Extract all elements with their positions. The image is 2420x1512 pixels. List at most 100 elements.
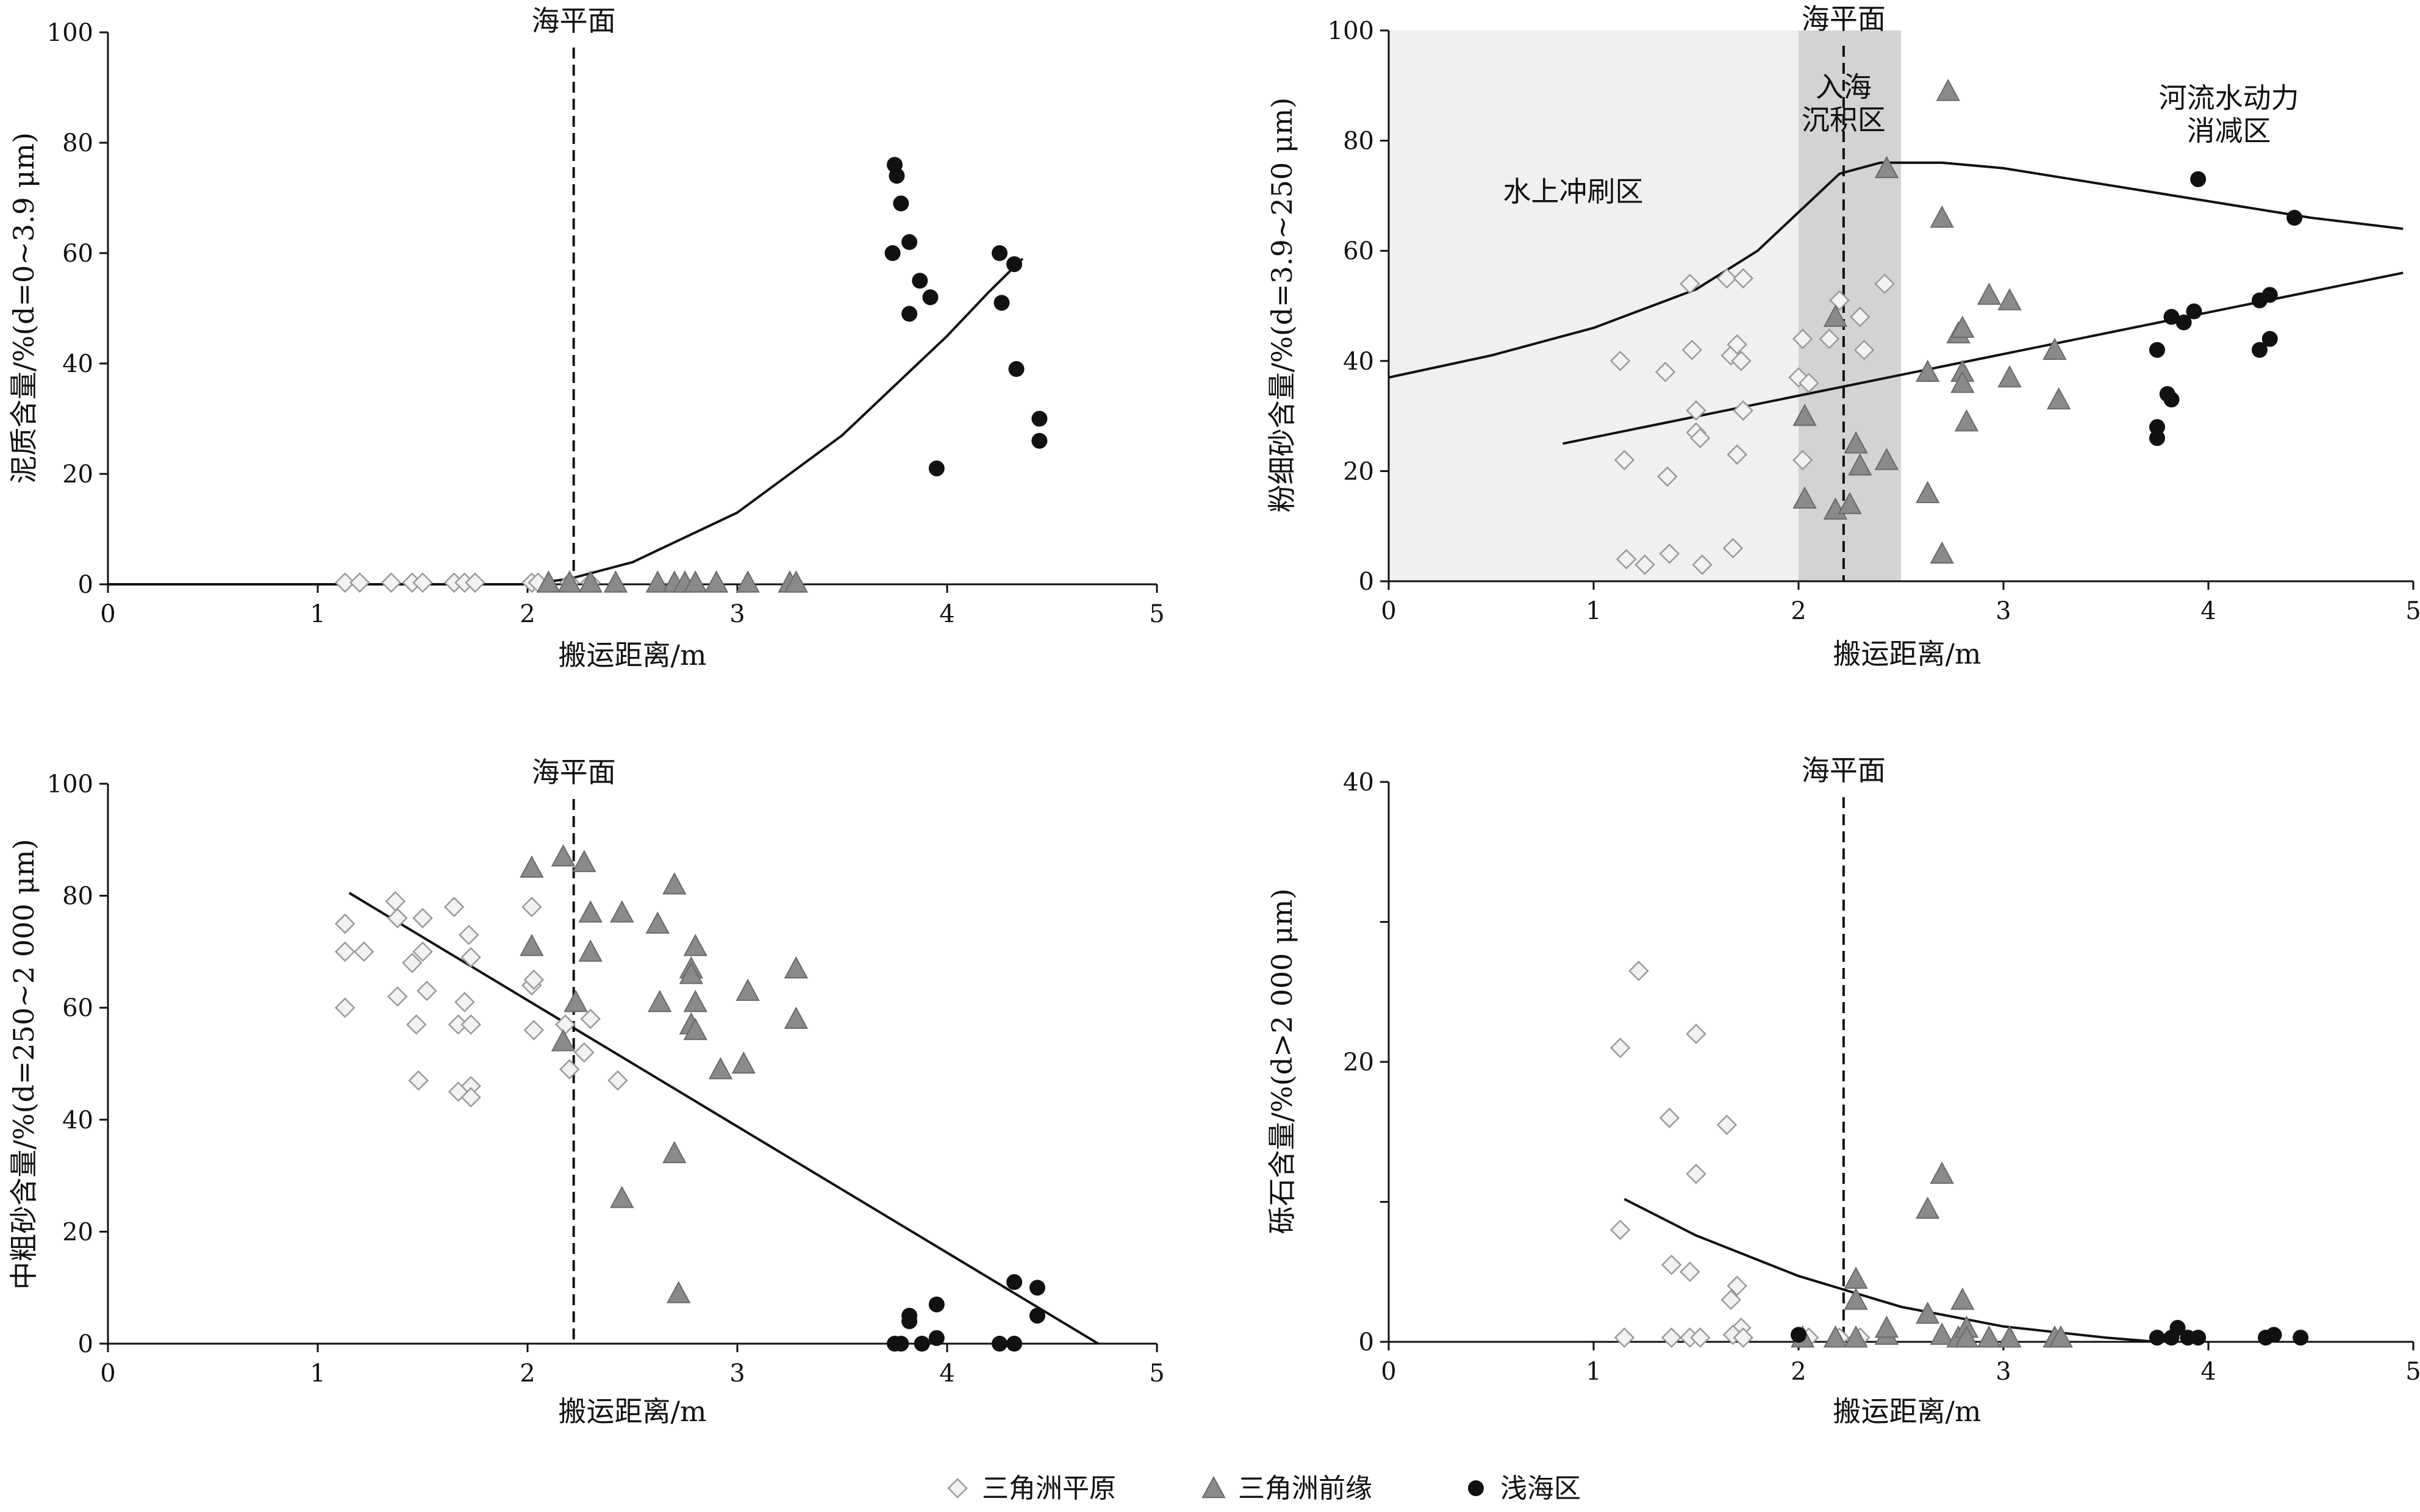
triangle-point bbox=[1950, 315, 1975, 338]
diamond-point bbox=[460, 1087, 481, 1108]
y-axis-title: 泥质含量/%(d=0~3.9 μm) bbox=[7, 132, 40, 484]
triangle-point bbox=[1844, 1288, 1868, 1310]
triangle-point bbox=[1916, 1301, 1940, 1324]
y-tick-label: 60 bbox=[62, 994, 93, 1022]
circle-point bbox=[993, 295, 1010, 311]
y-tick-label: 100 bbox=[1328, 17, 1374, 45]
triangle-point bbox=[1844, 431, 1868, 454]
triangle-point bbox=[603, 570, 628, 593]
x-axis-title: 搬运距离/m bbox=[1833, 637, 1981, 670]
x-tick-label: 3 bbox=[729, 600, 745, 628]
diamond-point bbox=[1681, 339, 1703, 360]
y-tick-label: 60 bbox=[62, 240, 93, 268]
triangle-point bbox=[1997, 1325, 2022, 1348]
sea-level-label: 海平面 bbox=[532, 756, 616, 789]
triangle-point bbox=[1954, 409, 1979, 432]
x-tick-label: 5 bbox=[2405, 597, 2420, 625]
x-tick-label: 5 bbox=[1149, 1360, 1164, 1388]
circle-point bbox=[901, 306, 918, 322]
chart-panel-1: 0 1 2 3 4 5 0 20 40 60 80 100 搬运距离/m 泥质含量/%(d=0~3.9 μ… bbox=[7, 4, 1165, 672]
diamond-point bbox=[607, 1070, 628, 1091]
x-tick-label: 0 bbox=[100, 600, 115, 628]
triangle-point bbox=[1954, 1325, 1979, 1348]
diamond-point bbox=[460, 947, 481, 968]
diamond-point bbox=[1727, 444, 1747, 465]
sea-level-label: 海平面 bbox=[532, 4, 616, 37]
diamond-point bbox=[1661, 1327, 1682, 1348]
diamond-point bbox=[1680, 273, 1700, 295]
y-tick-label: 20 bbox=[62, 460, 93, 489]
triangle-point bbox=[683, 570, 707, 593]
triangle-point bbox=[708, 1057, 733, 1080]
diamond-point bbox=[334, 941, 356, 962]
triangle-point bbox=[1950, 1288, 1975, 1310]
circle-point bbox=[914, 1336, 930, 1352]
trend-curve bbox=[1623, 1198, 2158, 1343]
y-axis-title: 粉细砂含量/%(d=3.9~250 μm) bbox=[1265, 98, 1298, 513]
diamond-point bbox=[454, 992, 475, 1012]
triangle-point bbox=[2047, 387, 2071, 410]
circle-point bbox=[2286, 210, 2303, 226]
triangle-point bbox=[610, 900, 634, 923]
x-tick-label: 5 bbox=[1149, 600, 1164, 628]
diamond-point bbox=[465, 572, 485, 593]
diamond-point bbox=[1692, 554, 1713, 575]
triangle-point bbox=[1792, 486, 1817, 509]
diamond-point bbox=[349, 572, 370, 593]
triangle-point bbox=[645, 570, 670, 593]
x-tick-label: 3 bbox=[1996, 597, 2011, 625]
triangle-point bbox=[564, 989, 588, 1012]
y-tick-label: 20 bbox=[62, 1218, 93, 1246]
triangle-point bbox=[662, 1141, 687, 1164]
y-tick-label: 20 bbox=[1343, 457, 1374, 485]
triangle-point bbox=[731, 1051, 756, 1074]
diamond-point bbox=[408, 1070, 429, 1091]
x-tick-label: 1 bbox=[1586, 597, 1601, 625]
wash-zone-region bbox=[1389, 30, 1799, 581]
triangle-point bbox=[1930, 1161, 1954, 1184]
circle-point bbox=[2190, 1330, 2207, 1346]
diamond-point bbox=[1874, 273, 1895, 295]
legend-label: 浅海区 bbox=[1500, 1473, 1581, 1504]
sea-level-label: 海平面 bbox=[1802, 754, 1886, 787]
diamond-point bbox=[385, 891, 406, 912]
diamond-point bbox=[387, 986, 408, 1007]
circle-point bbox=[2186, 303, 2202, 320]
diamond-point bbox=[402, 952, 423, 973]
diamond-point bbox=[1716, 1114, 1738, 1136]
x-axis-title: 搬运距离/m bbox=[558, 1395, 706, 1428]
circle-point bbox=[1006, 1336, 1023, 1352]
triangle-point bbox=[667, 1281, 691, 1303]
circle-point bbox=[2190, 171, 2207, 187]
x-tick-label: 0 bbox=[100, 1360, 115, 1388]
circle-point bbox=[2163, 309, 2180, 325]
triangle-point bbox=[662, 872, 687, 895]
triangle-point bbox=[578, 939, 603, 962]
diamond-point bbox=[1659, 1108, 1680, 1128]
diamond-point bbox=[443, 897, 465, 917]
triangle-point bbox=[536, 570, 561, 593]
triangle-point bbox=[736, 570, 760, 593]
y-tick-label: 40 bbox=[62, 350, 93, 378]
x-tick-label: 5 bbox=[2405, 1358, 2420, 1386]
chart-panel-3: 0 1 2 3 4 5 0 20 40 60 80 100 搬运距离/m 中粗砂含量/%(d=250~2 … bbox=[7, 756, 1165, 1428]
triangle-point bbox=[1930, 1322, 1954, 1345]
diamond-point bbox=[412, 908, 433, 929]
triangle-point bbox=[1823, 304, 1848, 327]
circle-point bbox=[928, 1296, 945, 1313]
circle-point bbox=[901, 234, 918, 250]
y-tick-label: 0 bbox=[78, 571, 93, 599]
diamond-point bbox=[1720, 1289, 1741, 1310]
circle-point bbox=[2261, 331, 2278, 347]
circle-point bbox=[2252, 342, 2268, 358]
diamond-point bbox=[1661, 1255, 1682, 1275]
y-tick-label: 100 bbox=[47, 770, 93, 798]
circle-point bbox=[1031, 410, 1048, 427]
circle-point bbox=[884, 245, 901, 261]
chart-panel-4: 0 1 2 3 4 5 0 20 40 搬运距离/m 砾石含量/%(d>2 000 μm) 海平面 bbox=[1265, 754, 2420, 1428]
diamond-point bbox=[1686, 400, 1706, 421]
diamond-point bbox=[1634, 554, 1655, 575]
trend-curve bbox=[1388, 161, 2404, 379]
y-tick-label: 20 bbox=[1343, 1048, 1374, 1077]
y-tick-label: 40 bbox=[62, 1106, 93, 1134]
